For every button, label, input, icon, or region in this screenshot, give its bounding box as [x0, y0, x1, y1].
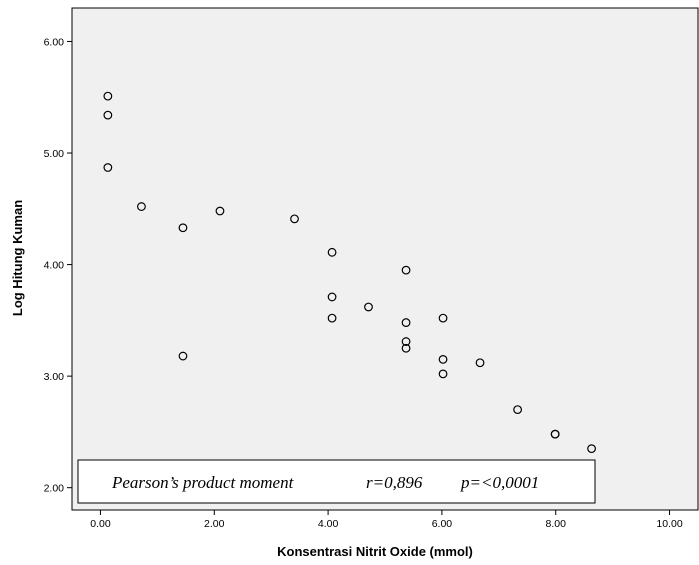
x-axis-ticks: 0.00 2.00 4.00 6.00 8.00 10.00: [90, 510, 683, 530]
data-point: [137, 202, 146, 211]
data-point: [401, 343, 411, 353]
statistics-annotation: Pearson’s product moment r=0,896 p=<0,00…: [77, 459, 596, 504]
data-point: [103, 163, 113, 172]
y-axis-title: Log Hitung Kuman: [10, 200, 25, 316]
data-points: [103, 91, 596, 454]
data-point: [327, 292, 337, 302]
data-point: [178, 223, 188, 233]
data-point: [475, 358, 485, 368]
data-point: [550, 429, 560, 439]
data-point: [401, 265, 411, 275]
plot-area: [71, 7, 699, 511]
x-tick-label: 4.00: [318, 518, 339, 530]
data-point: [178, 351, 188, 361]
data-point: [103, 91, 113, 101]
annotation-p: p=<0,0001: [460, 473, 539, 492]
data-point: [513, 405, 522, 415]
data-point: [327, 247, 337, 257]
x-tick-label: 0.00: [90, 518, 111, 530]
data-point: [103, 110, 113, 120]
annotation-box: [77, 459, 596, 504]
y-tick-label: 3.00: [44, 371, 65, 383]
data-point: [438, 313, 448, 323]
data-point: [215, 206, 225, 216]
data-point: [438, 355, 448, 364]
data-point: [364, 302, 373, 312]
x-tick-label: 8.00: [546, 518, 567, 530]
y-tick-label: 5.00: [44, 148, 65, 160]
data-point: [401, 318, 411, 327]
y-tick-label: 6.00: [44, 36, 65, 48]
y-tick-label: 4.00: [44, 260, 65, 272]
y-tick-label: 2.00: [44, 483, 65, 495]
x-tick-label: 2.00: [204, 518, 225, 530]
x-tick-label: 10.00: [656, 518, 682, 530]
data-point: [587, 444, 596, 454]
data-point: [438, 369, 448, 379]
annotation-method: Pearson’s product moment: [111, 473, 295, 492]
data-point: [401, 337, 411, 346]
data-point: [327, 313, 337, 323]
x-axis-title: Konsentrasi Nitrit Oxide (mmol): [277, 544, 473, 559]
annotation-r: r=0,896: [366, 473, 423, 492]
data-point: [290, 214, 299, 224]
x-tick-label: 6.00: [432, 518, 453, 530]
y-axis-ticks: 2.00 3.00 4.00 5.00 6.00: [44, 36, 72, 495]
